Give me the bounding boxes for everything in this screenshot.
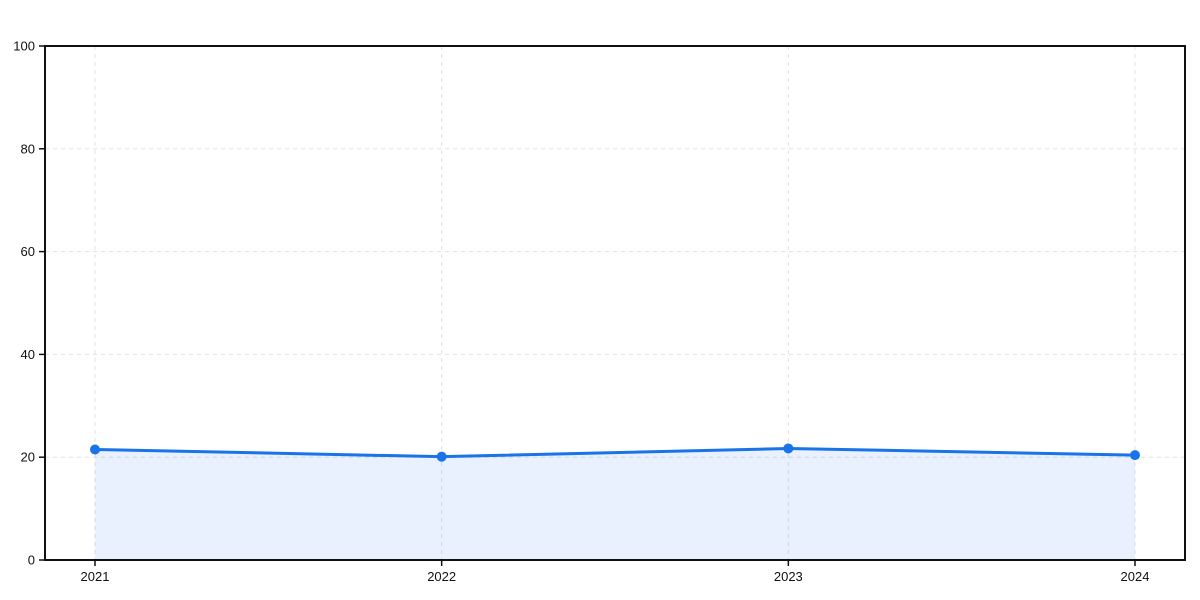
y-axis-tick-label: 0 [28, 553, 35, 568]
x-axis-tick-label: 2021 [81, 569, 110, 584]
x-axis-tick-label: 2022 [427, 569, 456, 584]
data-point [783, 443, 794, 454]
data-point [436, 451, 447, 462]
y-axis-tick-label: 100 [13, 39, 35, 54]
x-axis-tick-label: 2023 [774, 569, 803, 584]
data-point [1130, 450, 1140, 461]
plot-border [44, 45, 1186, 561]
y-axis-tick-label: 20 [21, 450, 35, 465]
y-axis-tick-label: 40 [21, 347, 35, 362]
y-axis-tick-label: 80 [21, 141, 35, 156]
data-point [90, 444, 100, 455]
area-fill [95, 448, 1135, 560]
y-axis-tick-label: 60 [21, 244, 35, 259]
x-axis-tick-label: 2024 [1121, 569, 1150, 584]
trend-line [93, 446, 1137, 459]
